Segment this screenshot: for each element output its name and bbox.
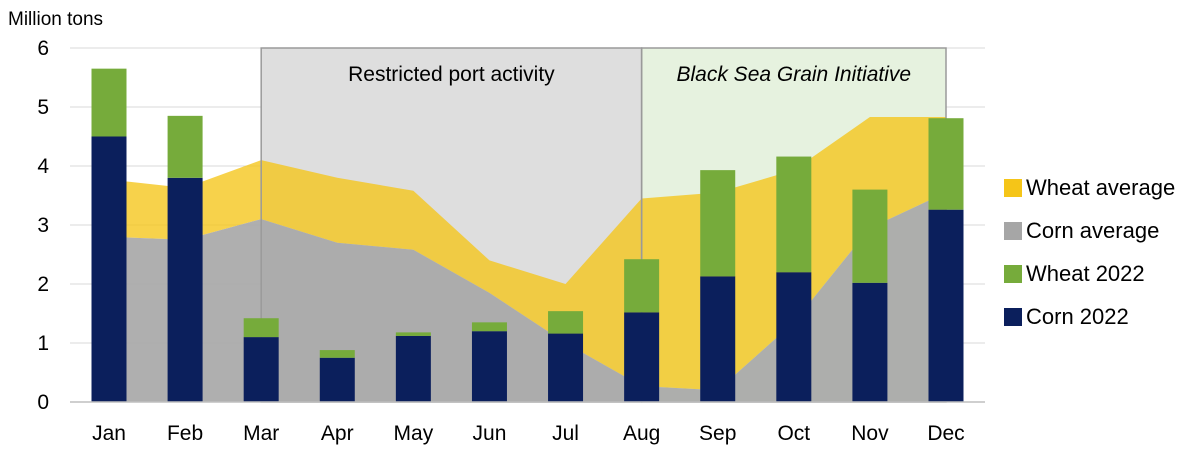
x-tick-label-feb: Feb bbox=[167, 422, 203, 445]
region-labels: Restricted port activity Black Sea Grain … bbox=[348, 63, 911, 86]
bar-wheat-2022-aug bbox=[624, 259, 660, 313]
legend-swatch-wheat-average bbox=[1004, 178, 1022, 197]
bar-wheat-2022-oct bbox=[776, 156, 812, 273]
bar-wheat-2022-jan bbox=[91, 68, 127, 137]
y-tick-label-2: 2 bbox=[37, 273, 49, 296]
bar-wheat-2022-apr bbox=[319, 350, 355, 358]
bar-wheat-2022-mar bbox=[243, 318, 279, 338]
legend-swatch-corn-2022 bbox=[1004, 307, 1022, 326]
y-tick-label-0: 0 bbox=[37, 391, 49, 414]
y-axis-label: Million tons bbox=[8, 9, 103, 30]
bar-wheat-2022-may bbox=[395, 332, 431, 336]
legend: Wheat average Corn average Wheat 2022 Co… bbox=[1004, 166, 1175, 338]
bar-corn-2022-sep bbox=[700, 276, 736, 402]
x-tick-label-may: May bbox=[394, 422, 434, 445]
x-tick-label-sep: Sep bbox=[699, 422, 736, 445]
x-tick-label-jan: Jan bbox=[92, 422, 126, 445]
bar-corn-2022-dec bbox=[928, 209, 964, 402]
y-tick-label-4: 4 bbox=[37, 155, 49, 178]
y-tick-label-5: 5 bbox=[37, 96, 49, 119]
bar-corn-2022-jul bbox=[548, 333, 584, 402]
average-areas bbox=[109, 117, 946, 402]
legend-label-wheat-average: Wheat average bbox=[1026, 174, 1176, 200]
region-label-black-sea-grain-initiative: Black Sea Grain Initiative bbox=[677, 63, 912, 86]
axes: 0 1 2 3 4 5 6 Jan Feb Mar Apr May Jun Jul Aug Sep Oct Nov… bbox=[37, 37, 985, 445]
bar-corn-2022-nov bbox=[852, 282, 888, 402]
x-tick-label-jun: Jun bbox=[473, 422, 507, 445]
bar-wheat-2022-jun bbox=[471, 322, 507, 332]
legend-item-wheat-average: Wheat average bbox=[1004, 166, 1175, 209]
x-tick-label-oct: Oct bbox=[777, 422, 810, 445]
legend-item-corn-average: Corn average bbox=[1004, 209, 1175, 252]
bar-corn-2022-aug bbox=[624, 312, 660, 402]
bar-wheat-2022-jul bbox=[548, 311, 584, 334]
legend-item-wheat-2022: Wheat 2022 bbox=[1004, 252, 1175, 295]
area-corn-average bbox=[109, 192, 946, 402]
region-label-restricted-port-activity: Restricted port activity bbox=[348, 63, 555, 86]
legend-label-corn-2022: Corn 2022 bbox=[1026, 303, 1129, 329]
legend-swatch-corn-average bbox=[1004, 221, 1022, 240]
bar-wheat-2022-sep bbox=[700, 170, 736, 277]
area-wheat-average bbox=[109, 117, 946, 391]
legend-label-wheat-2022: Wheat 2022 bbox=[1026, 260, 1145, 286]
legend-swatch-wheat-2022 bbox=[1004, 264, 1022, 283]
bar-corn-2022-mar bbox=[243, 337, 279, 402]
x-tick-label-apr: Apr bbox=[321, 422, 354, 445]
y-tick-label-1: 1 bbox=[37, 332, 49, 355]
bar-corn-2022-jun bbox=[471, 331, 507, 402]
x-tick-label-nov: Nov bbox=[851, 422, 889, 445]
legend-label-corn-average: Corn average bbox=[1026, 217, 1160, 243]
bar-corn-2022-may bbox=[395, 335, 431, 402]
x-tick-label-jul: Jul bbox=[552, 422, 579, 445]
bar-corn-2022-apr bbox=[319, 357, 355, 402]
y-tick-label-3: 3 bbox=[37, 214, 49, 237]
bar-corn-2022-oct bbox=[776, 272, 812, 402]
x-tick-label-mar: Mar bbox=[243, 422, 279, 445]
bar-wheat-2022-nov bbox=[852, 189, 888, 283]
bars bbox=[91, 68, 964, 402]
bar-wheat-2022-feb bbox=[167, 115, 203, 178]
bar-wheat-2022-dec bbox=[928, 118, 964, 210]
y-tick-label-6: 6 bbox=[37, 37, 49, 60]
bar-corn-2022-jan bbox=[91, 136, 127, 402]
x-tick-label-aug: Aug bbox=[623, 422, 660, 445]
bar-corn-2022-feb bbox=[167, 177, 203, 402]
legend-item-corn-2022: Corn 2022 bbox=[1004, 295, 1175, 338]
x-tick-label-dec: Dec bbox=[927, 422, 964, 445]
